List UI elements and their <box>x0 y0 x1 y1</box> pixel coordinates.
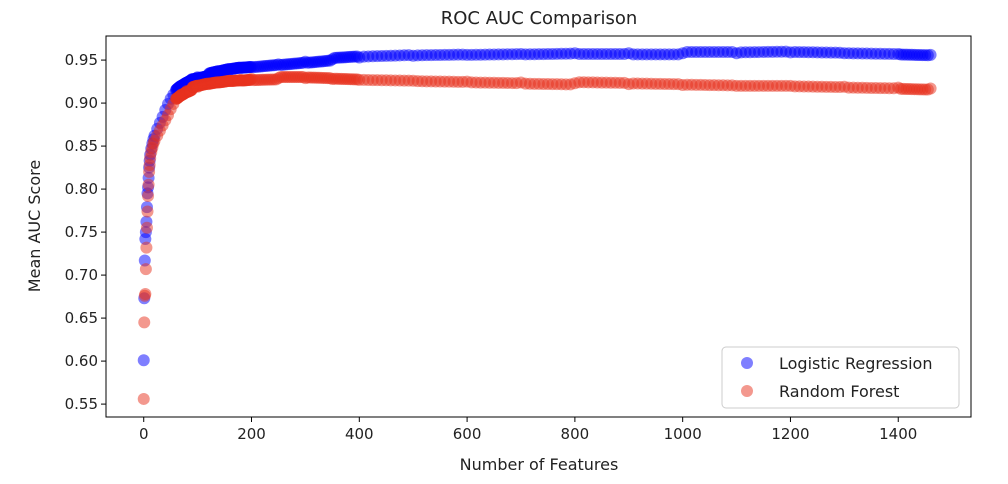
plot-frame <box>105 35 972 418</box>
y-axis-label: Mean AUC Score <box>25 160 44 292</box>
legend-label-logistic-regression: Logistic Regression <box>779 354 932 373</box>
x-tick-label: 1400 <box>879 425 917 443</box>
legend: Logistic Regression Random Forest <box>721 346 960 409</box>
x-tick-label: 0 <box>139 425 149 443</box>
data-point <box>137 392 150 405</box>
legend-marker-logistic-regression <box>741 357 753 369</box>
y-tick-label: 0.95 <box>65 51 98 69</box>
x-tick-label: 200 <box>237 425 266 443</box>
series-random-forest <box>137 70 937 405</box>
data-point <box>924 82 937 95</box>
legend-label-random-forest: Random Forest <box>779 382 899 401</box>
data-point <box>142 189 155 202</box>
data-point <box>139 263 152 276</box>
y-tick-label: 0.70 <box>65 266 98 284</box>
y-axis-ticks: 0.55 0.60 0.65 0.70 0.75 0.80 0.85 0.90 0.95 <box>65 51 106 413</box>
x-tick-label: 400 <box>345 425 374 443</box>
data-point <box>142 178 155 191</box>
legend-box <box>721 346 960 409</box>
data-point <box>137 354 150 367</box>
chart-title: ROC AUC Comparison <box>441 8 638 29</box>
x-tick-label: 600 <box>453 425 482 443</box>
y-tick-label: 0.75 <box>65 223 98 241</box>
data-point <box>140 241 153 254</box>
axes <box>105 35 972 418</box>
data-point <box>924 48 937 61</box>
x-axis-ticks: 0 200 400 600 800 1000 1200 1400 <box>139 417 917 443</box>
y-tick-label: 0.60 <box>65 352 98 370</box>
data-point <box>141 205 154 218</box>
y-tick-label: 0.90 <box>65 94 98 112</box>
y-tick-label: 0.80 <box>65 180 98 198</box>
x-tick-label: 1000 <box>664 425 702 443</box>
y-tick-label: 0.55 <box>65 395 98 413</box>
data-points <box>137 45 937 405</box>
data-point <box>139 288 152 301</box>
y-tick-label: 0.85 <box>65 137 98 155</box>
x-tick-label: 800 <box>561 425 590 443</box>
legend-marker-random-forest <box>741 385 753 397</box>
x-axis-label: Number of Features <box>460 455 619 474</box>
x-tick-label: 1200 <box>771 425 809 443</box>
y-tick-label: 0.65 <box>65 309 98 327</box>
data-point <box>138 316 151 329</box>
data-point <box>140 221 153 234</box>
